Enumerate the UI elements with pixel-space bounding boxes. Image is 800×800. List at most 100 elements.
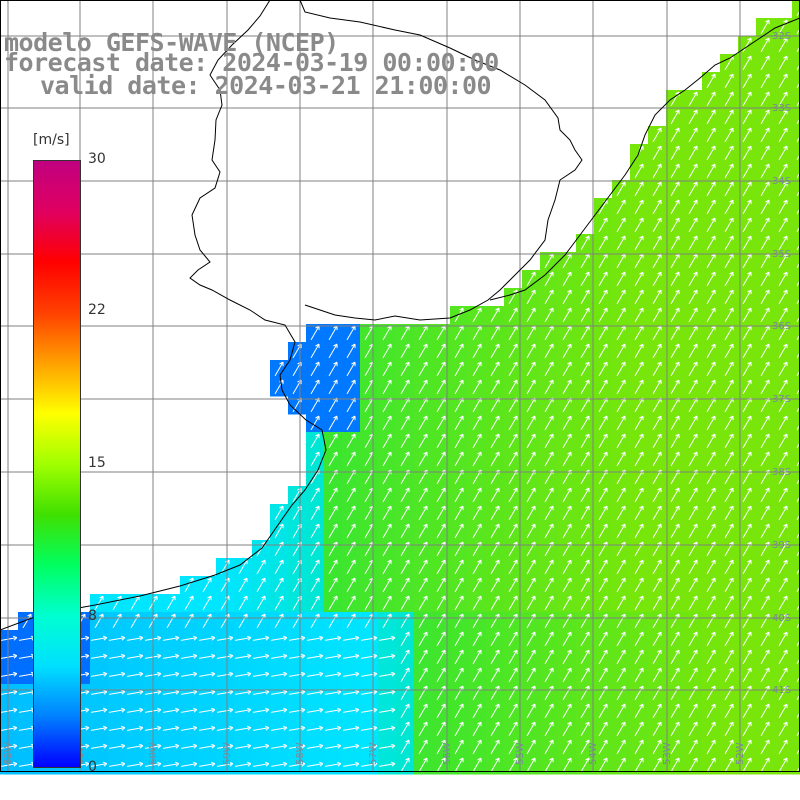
wind-arrow [181,635,198,641]
wind-arrow [616,289,626,305]
wind-arrow [109,671,126,677]
wind-arrow [127,743,144,749]
wind-arrow [238,577,248,593]
wind-arrow [1,635,18,641]
wind-arrow [490,595,500,611]
longitude-label: 53W [662,742,673,765]
wind-arrow [778,235,788,251]
wind-arrow [508,667,518,683]
wind-arrow [454,379,464,395]
wind-arrow [490,523,500,539]
wind-arrow [127,671,144,677]
wind-arrow [796,279,800,287]
wind-arrow [526,577,536,593]
wind-arrow [724,487,734,503]
wind-arrow [436,343,446,359]
wind-arrow [760,217,770,233]
wind-arrow [400,523,410,539]
wind-arrow [544,451,554,467]
wind-arrow [742,289,752,305]
wind-arrow [490,649,500,665]
wind-arrow [760,667,770,683]
wind-arrow [742,343,752,359]
wind-arrow [616,487,626,503]
wind-arrow [778,37,788,53]
wind-arrow [307,707,324,713]
wind-arrow [400,739,410,755]
wind-arrow [598,721,608,737]
wind-arrow [508,721,518,737]
wind-arrow [670,361,680,377]
wind-arrow [418,595,428,611]
wind-arrow [382,595,392,611]
wind-arrow [598,487,608,503]
wind-arrow [688,613,698,629]
wind-arrow [670,271,680,287]
wind-arrow [361,653,378,659]
wind-cell [792,756,800,775]
wind-arrow [436,739,446,755]
wind-arrow [307,653,324,659]
wind-arrow [616,613,626,629]
wind-arrow [472,343,482,359]
wind-arrow [652,451,662,467]
wind-arrow [616,505,626,521]
wind-arrow [271,653,288,659]
wind-arrow [562,577,572,593]
wind-arrow [343,761,360,767]
wind-arrow [742,631,752,647]
wind-arrow [400,505,410,521]
wind-arrow [796,81,800,89]
wind-arrow [328,613,338,629]
wind-arrow [688,577,698,593]
wind-arrow [382,379,392,395]
wind-arrow [652,721,662,737]
wind-arrow [796,135,800,143]
wind-arrow [328,487,338,503]
wind-arrow [382,433,392,449]
wind-arrow [706,235,716,251]
wind-arrow [508,613,518,629]
wind-arrow [706,379,716,395]
wind-arrow [796,333,800,341]
wind-arrow [346,379,356,395]
wind-cell [792,738,800,757]
wind-arrow [181,725,198,731]
wind-arrow [127,653,144,659]
wind-arrow [616,181,626,197]
wind-arrow [310,415,320,431]
wind-arrow [235,725,252,731]
wind-arrow [688,145,698,161]
wind-arrow [706,739,716,755]
wind-cell [792,54,800,73]
wind-arrow [472,415,482,431]
wind-arrow [325,725,342,731]
wind-cell [792,288,800,307]
wind-arrow [346,343,356,359]
wind-arrow [379,671,396,677]
wind-arrow [580,739,590,755]
wind-arrow [238,613,248,629]
wind-arrow [598,379,608,395]
wind-arrow [400,343,410,359]
wind-arrow [598,757,608,773]
wind-arrow [634,595,644,611]
wind-arrow [325,671,342,677]
latitude-label: 37S [772,394,791,405]
longitude-label: 54W [588,742,599,765]
wind-arrow [652,613,662,629]
wind-arrow [724,109,734,125]
wind-arrow [652,379,662,395]
wind-arrow [706,361,716,377]
wind-arrow [436,595,446,611]
wind-arrow [724,217,734,233]
wind-arrow [544,721,554,737]
wind-arrow [472,577,482,593]
wind-arrow [778,307,788,323]
wind-arrow [400,613,410,629]
wind-arrow [688,433,698,449]
wind-arrow [382,361,392,377]
wind-arrow [706,451,716,467]
wind-arrow [760,361,770,377]
wind-cell [792,594,800,613]
